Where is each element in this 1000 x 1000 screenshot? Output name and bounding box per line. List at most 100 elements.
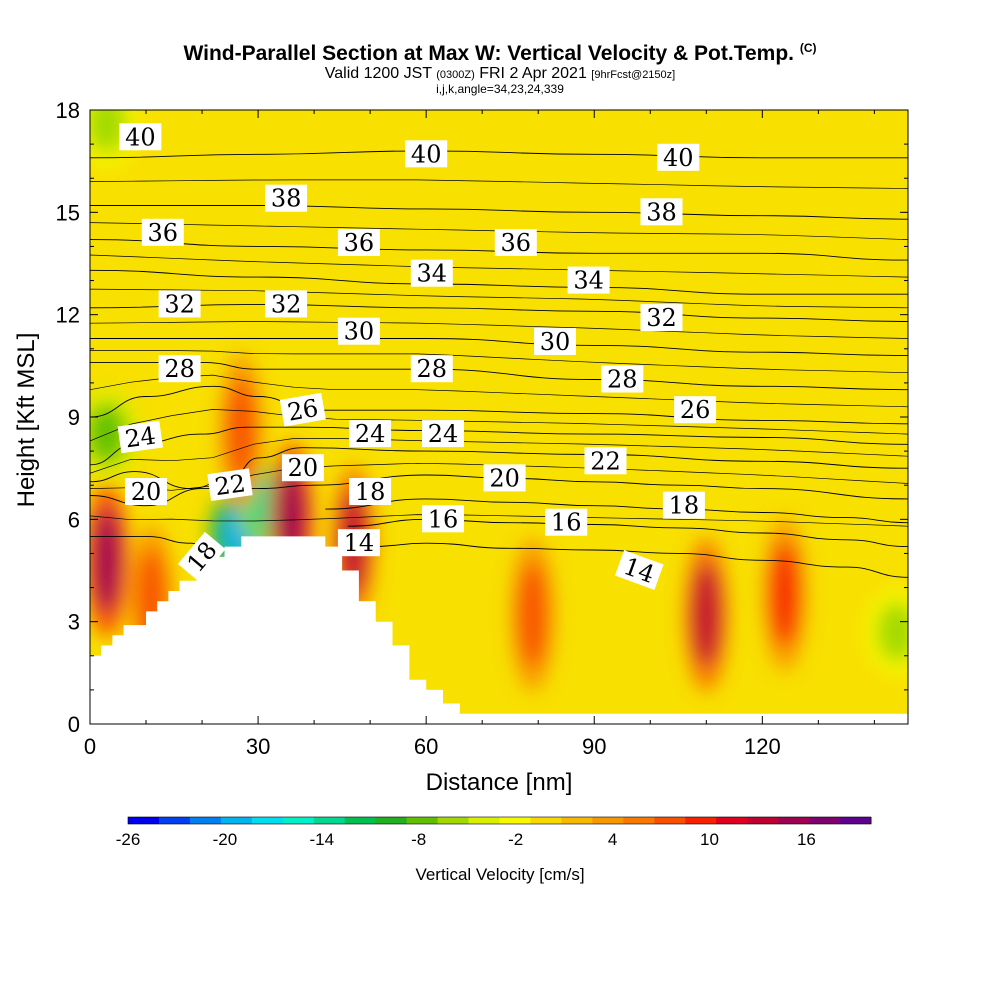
contour-label-text: 36 — [148, 219, 179, 247]
contour-label-box — [405, 140, 448, 168]
contour-label-text: 34 — [573, 267, 604, 295]
x-tick-label: 30 — [246, 734, 270, 759]
contour-label: 16 — [545, 508, 588, 537]
contour-label: 40 — [119, 123, 162, 151]
contour-label-text: 32 — [164, 290, 195, 318]
colorbar-swatch — [561, 817, 593, 824]
contour-label-box — [410, 259, 453, 287]
contour-label: 40 — [405, 140, 448, 168]
contour-label: 36 — [141, 218, 184, 247]
contour-label-box — [349, 478, 392, 505]
contour-label-text: 14 — [344, 529, 375, 557]
y-tick-label: 9 — [68, 405, 80, 430]
contour-label-box — [494, 229, 537, 256]
colorbar-swatch — [747, 817, 779, 824]
theta-contour-line — [90, 385, 908, 425]
theta-contour-line-minor — [90, 254, 908, 278]
contour-label-text: 20 — [288, 454, 319, 482]
theta-contour-line — [370, 542, 908, 578]
contour-label-box — [422, 420, 464, 448]
theta-contour-line-minor — [90, 179, 908, 189]
colorbar-swatch — [220, 817, 253, 824]
contour-label-box — [281, 454, 324, 482]
contour-label: 24 — [117, 420, 164, 454]
colorbar-swatch — [128, 817, 160, 824]
valid-date: FRI 2 Apr 2021 — [479, 65, 587, 82]
contour-label-text: 28 — [607, 366, 638, 394]
contour-label-box — [177, 531, 226, 582]
contour-label: 30 — [534, 328, 576, 356]
contour-label-box — [265, 184, 308, 212]
contour-label-text: 40 — [411, 140, 442, 168]
contour-label-box — [545, 508, 588, 536]
contour-label-text: 24 — [123, 422, 157, 454]
chart-title-block: Wind-Parallel Section at Max W: Vertical… — [0, 36, 1000, 96]
contour-label: 36 — [337, 229, 380, 257]
contour-label: 14 — [337, 529, 380, 557]
x-tick-label: 120 — [744, 734, 781, 759]
contour-label-box — [422, 505, 464, 533]
contour-label-text: 40 — [663, 144, 694, 172]
contour-label: 20 — [483, 464, 526, 492]
colorbar-tick-label: 4 — [608, 830, 617, 849]
colorbar-swatch — [251, 817, 284, 824]
colorbar-swatch — [623, 817, 655, 824]
contour-label-box — [141, 218, 184, 246]
contour-label-text: 32 — [271, 290, 302, 318]
colorbar-swatch — [592, 817, 624, 824]
contour-label-text: 16 — [428, 505, 459, 533]
colorbar-swatch — [158, 817, 191, 824]
y-tick-label: 15 — [56, 200, 80, 225]
contour-label-box — [337, 229, 380, 256]
theta-contour-line — [90, 474, 908, 507]
theta-contour-line — [90, 338, 908, 357]
chart-title-text: Wind-Parallel Section at Max W: Vertical… — [183, 42, 794, 65]
contour-label: 34 — [410, 259, 453, 288]
contour-label-text: 38 — [271, 185, 302, 213]
contour-label-text: 20 — [131, 478, 162, 506]
contour-label-box — [601, 365, 644, 393]
colorbar-swatch — [685, 817, 717, 824]
contour-label-box — [119, 123, 162, 151]
colorbar-swatch — [313, 817, 346, 824]
contour-label-text: 38 — [646, 198, 677, 226]
colorbar-swatch — [654, 817, 686, 824]
contour-label: 24 — [422, 420, 464, 448]
contour-label: 36 — [494, 229, 537, 257]
contour-label-box — [410, 355, 453, 383]
contour-label-text: 18 — [355, 478, 386, 506]
contour-label-box — [640, 304, 683, 332]
theta-contour-line-minor — [90, 350, 908, 374]
y-tick-label: 0 — [68, 712, 80, 737]
theta-contour-line-minor — [90, 288, 908, 309]
theta-contour-line — [90, 361, 908, 391]
x-tick-label: 0 — [84, 734, 96, 759]
colorbar-tick-label: -26 — [116, 830, 141, 849]
x-axis-title: Distance [nm] — [426, 769, 573, 796]
contour-label: 28 — [601, 365, 644, 394]
contour-label-box — [158, 355, 201, 383]
contour-label: 18 — [349, 478, 392, 506]
contour-label-text: 22 — [213, 469, 247, 501]
contour-label-box — [567, 266, 610, 294]
terrain-mask — [90, 536, 908, 724]
colorbar-tick-label: -20 — [213, 830, 238, 849]
contour-label: 32 — [640, 304, 683, 332]
forecast-info: [9hrFcst@2150z] — [591, 69, 676, 81]
contour-label: 34 — [567, 266, 610, 295]
contour-label-box — [117, 420, 164, 454]
theta-contour-line — [90, 150, 908, 159]
velocity-core — [692, 562, 721, 668]
utc-time: (0300Z) — [436, 69, 475, 81]
y-tick-label: 6 — [68, 507, 80, 532]
contour-label: 32 — [265, 290, 308, 318]
y-tick-label: 12 — [56, 303, 80, 328]
contour-label-text: 40 — [125, 123, 156, 151]
contour-label: 22 — [207, 468, 253, 501]
colorbar-swatch — [840, 817, 872, 824]
contour-label: 28 — [410, 355, 453, 383]
contour-label-text: 20 — [489, 464, 520, 492]
colorbar-swatch — [468, 817, 500, 824]
